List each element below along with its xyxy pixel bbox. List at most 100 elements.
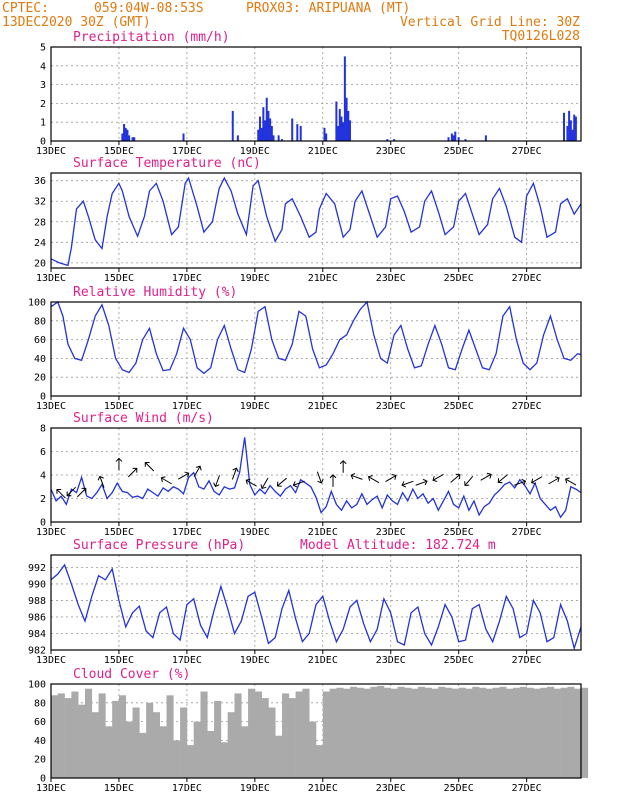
wind-arrow-head: [422, 478, 428, 486]
wind-arrow-shaft: [231, 468, 237, 480]
precip-bar: [335, 101, 338, 141]
precip-bar: [338, 109, 341, 141]
wind-arrow-head: [391, 473, 397, 480]
y-tick-label: 986: [28, 612, 46, 623]
cloud-cover-bar: [51, 695, 59, 778]
wind-arrow-head: [232, 467, 239, 473]
cloud-cover-bar: [404, 687, 412, 778]
y-tick-label: 28: [34, 217, 46, 228]
y-tick-label: 32: [34, 197, 46, 208]
pres-series-line: [50, 563, 582, 651]
header-grid-note: Vertical Grid Line: 30Z: [400, 15, 580, 30]
y-tick-label: 4: [40, 471, 46, 482]
y-tick-label: 0: [40, 518, 46, 529]
wind-series-line: [50, 437, 582, 519]
cloud-cover-bar: [254, 691, 262, 778]
cloud-cover-bar: [78, 704, 86, 778]
x-tick-label: 15DEC: [104, 146, 134, 157]
cloud-cover-bar: [560, 687, 568, 778]
precip-bar: [121, 133, 124, 141]
y-tick-label: 80: [34, 698, 46, 709]
panel-title: Relative Humidity (%): [73, 285, 237, 300]
wind-arrow: [497, 474, 508, 484]
panel-title: Surface Wind (m/s): [73, 411, 214, 426]
precip-bar: [236, 135, 239, 141]
wind-arrow-head: [56, 489, 62, 494]
y-tick-label: 20: [34, 258, 46, 269]
y-tick-label: 0: [40, 392, 46, 403]
cloud-cover-bar: [397, 686, 405, 778]
x-tick-label: 27DEC: [512, 401, 542, 412]
wind-arrow-shaft: [565, 478, 577, 486]
x-tick-label: 23DEC: [376, 273, 406, 284]
wind-arrow-shaft: [514, 480, 526, 486]
x-tick-label: 21DEC: [308, 655, 338, 666]
cloud-cover-bar: [105, 726, 113, 778]
x-tick-label: 25DEC: [444, 273, 474, 284]
cloud-cover-bar: [84, 688, 93, 778]
y-tick-label: 6: [40, 447, 46, 458]
wind-arrow: [480, 472, 492, 481]
x-tick-label: 13DEC: [36, 783, 66, 794]
cloud-cover-bar: [227, 712, 235, 778]
cloud-cover-bar: [288, 698, 296, 778]
precip-bar: [342, 122, 345, 141]
wind-arrow-head: [184, 471, 190, 478]
wind-arrow: [401, 480, 414, 488]
wind-arrow-shaft: [401, 480, 414, 486]
x-tick-label: 21DEC: [308, 527, 338, 538]
wind-arrow-head: [245, 478, 251, 485]
cloud-cover-bar: [282, 693, 290, 778]
x-tick-label: 13DEC: [36, 273, 66, 284]
y-tick-label: 2: [40, 99, 46, 110]
x-tick-label: 19DEC: [240, 146, 270, 157]
wind-arrow-shaft: [432, 473, 444, 481]
cloud-cover-bar: [261, 698, 269, 778]
precip-bar: [264, 120, 267, 141]
wind-arrow-shaft: [531, 476, 543, 484]
panel-frame: [50, 172, 582, 269]
wind-arrow: [245, 478, 257, 487]
wind-arrow: [213, 475, 220, 488]
y-tick-label: 100: [28, 680, 46, 691]
wind-arrow-head: [464, 481, 470, 487]
wind-arrow-shaft: [193, 466, 201, 477]
cloud-cover-bar: [91, 712, 99, 778]
cloud-cover-bar: [458, 687, 466, 778]
wind-arrow: [329, 474, 337, 487]
panel-cloud: 0 20 40 60 80 100 13DEC 15DEC 17DEC 19DEC 21DEC 23D…: [28, 667, 589, 794]
precip-bar: [569, 120, 572, 141]
panel-title: Surface Temperature (nC): [73, 156, 261, 171]
precip-bar: [133, 137, 136, 141]
x-tick-label: 19DEC: [240, 655, 270, 666]
header-coords: 059:04W-08:53S: [94, 1, 204, 16]
cloud-cover-bar: [547, 686, 555, 778]
wind-arrow-head: [432, 476, 438, 482]
cloud-cover-bar: [248, 688, 256, 778]
wind-arrow: [531, 476, 543, 485]
wind-arrow-head: [195, 465, 202, 471]
precip-bar: [323, 127, 326, 141]
cloud-cover-bar: [214, 700, 222, 778]
x-tick-label: 13DEC: [36, 401, 66, 412]
cloud-cover-bar: [268, 707, 276, 778]
cloud-cover-bar: [166, 695, 174, 778]
header-code: TQ0126L028: [502, 29, 580, 44]
wind-arrow: [56, 489, 66, 499]
cloud-cover-bar: [445, 687, 453, 778]
wind-arrow-shaft: [464, 475, 474, 486]
precip-bar: [182, 133, 185, 141]
cloud-cover-bar: [220, 742, 228, 778]
cloud-cover-bar: [336, 687, 344, 778]
wind-arrow-head: [531, 478, 536, 485]
panel-temp: 20 24 28 32 36 13DEC 15DEC 17DEC 19DEC 21DEC 23DEC…: [34, 156, 582, 284]
cloud-cover-bar: [417, 686, 426, 778]
wind-arrow: [66, 486, 76, 497]
wind-arrow-head: [497, 478, 503, 484]
precip-bar: [386, 139, 389, 141]
wind-arrow-head: [329, 474, 337, 479]
precip-bar: [464, 139, 467, 141]
cloud-cover-bar: [390, 688, 398, 778]
cloud-cover-bar: [309, 721, 317, 778]
precip-bar: [347, 110, 350, 141]
